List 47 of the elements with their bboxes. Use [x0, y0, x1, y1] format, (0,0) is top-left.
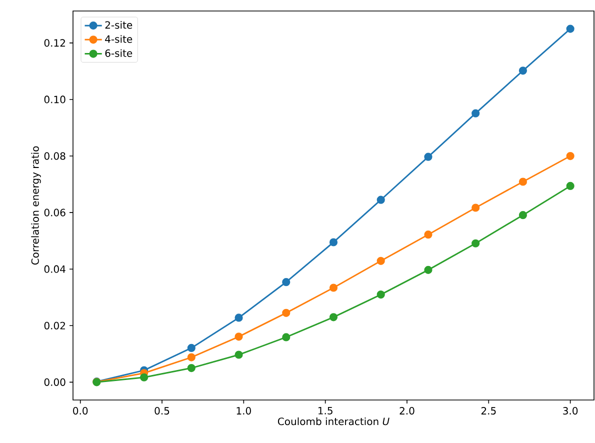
y-tick-label: 0.12 [44, 39, 65, 47]
legend-label: 2-site [105, 21, 132, 29]
x-axis-title: Coulomb interaction U [278, 417, 390, 426]
y-axis-title: Correlation energy ratio [31, 146, 41, 265]
point [187, 364, 196, 372]
y-tick-label: 0.02 [44, 322, 65, 330]
x-tick-label: 2.0 [400, 407, 414, 415]
point [187, 353, 196, 362]
point [472, 239, 480, 248]
point [518, 178, 527, 186]
point [329, 284, 338, 292]
legend-label: 6-site [105, 49, 132, 57]
x-tick-label: 2.5 [481, 407, 496, 415]
point [282, 308, 290, 317]
point [329, 238, 338, 246]
point [566, 152, 574, 160]
point [518, 66, 527, 75]
point [187, 344, 196, 352]
point [472, 109, 480, 118]
point [282, 333, 290, 342]
point [424, 230, 432, 239]
point [376, 196, 385, 204]
point [566, 24, 574, 33]
point [566, 182, 574, 190]
y-tick-label: 0.00 [44, 378, 66, 386]
point [424, 152, 432, 161]
point [424, 266, 432, 274]
point [376, 290, 385, 299]
point [376, 256, 385, 265]
x-tick-label: 1.5 [318, 407, 332, 414]
point [282, 278, 290, 286]
point [234, 332, 243, 341]
legend-label: 4-site [105, 35, 132, 43]
x-tick-label: 3.0 [563, 407, 578, 415]
y-tick-label: 0.06 [44, 208, 66, 216]
point [518, 211, 527, 220]
y-tick-label: 0.04 [44, 265, 66, 273]
x-tick-label: 1.0 [236, 407, 251, 415]
point [140, 373, 148, 382]
x-tick-label: 0.5 [154, 407, 170, 415]
y-tick-label: 0.10 [44, 96, 66, 104]
point [472, 204, 480, 212]
point [329, 313, 338, 322]
y-tick-label: 0.08 [44, 152, 66, 160]
x-tick-label: 0.0 [73, 407, 88, 415]
point [234, 350, 243, 359]
point [234, 314, 243, 322]
